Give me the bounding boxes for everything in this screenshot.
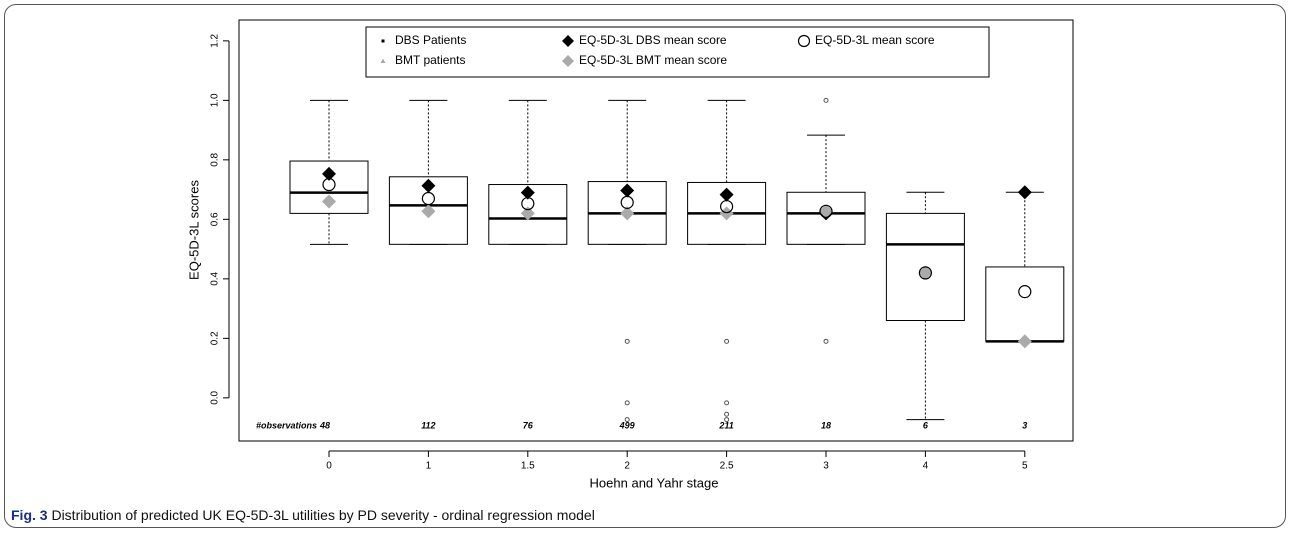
box bbox=[985, 266, 1065, 342]
observation-count: 76 bbox=[523, 420, 534, 430]
legend-label: EQ-5D-3L BMT mean score bbox=[579, 53, 727, 67]
y-tick-label: 1.2 bbox=[210, 33, 221, 47]
legend-marker bbox=[562, 55, 574, 67]
outlier bbox=[724, 400, 730, 406]
mean-marker bbox=[421, 204, 436, 219]
mean-marker bbox=[421, 178, 436, 193]
mean-marker bbox=[322, 177, 336, 192]
y-tick-label: 0.4 bbox=[210, 271, 221, 285]
y-tick-label: 1.0 bbox=[210, 93, 221, 107]
outlier bbox=[724, 411, 730, 417]
observation-count: 211 bbox=[718, 420, 733, 430]
x-tick-label: 2.5 bbox=[720, 461, 734, 472]
mean-marker bbox=[1017, 334, 1032, 349]
mean-marker bbox=[620, 206, 635, 221]
mean-marker bbox=[520, 206, 535, 221]
outlier bbox=[823, 338, 829, 344]
y-axis-label: EQ-5D-3L scores bbox=[186, 180, 201, 280]
legend-label: EQ-5D-3L DBS mean score bbox=[579, 33, 727, 47]
outlier bbox=[724, 338, 730, 344]
chart: Hoehn and Yahr stage EQ-5D-3L scores 0.0… bbox=[186, 19, 1074, 490]
legend-label: EQ-5D-3L mean score bbox=[815, 33, 935, 47]
outlier bbox=[624, 338, 630, 344]
y-tick-label: 0.0 bbox=[210, 390, 221, 404]
mean-marker bbox=[719, 206, 734, 221]
legend-label: BMT patients bbox=[395, 53, 465, 67]
mean-marker bbox=[322, 166, 336, 181]
mean-marker bbox=[1017, 185, 1032, 200]
outlier bbox=[624, 417, 630, 423]
legend-marker bbox=[797, 34, 811, 48]
x-tick-label: 0 bbox=[326, 461, 332, 472]
mean-marker bbox=[819, 204, 833, 219]
figure-frame: Hoehn and Yahr stage EQ-5D-3L scores 0.0… bbox=[4, 4, 1286, 528]
plot-frame bbox=[238, 19, 1074, 442]
x-axis-label: Hoehn and Yahr stage bbox=[590, 475, 719, 490]
mean-marker bbox=[719, 199, 734, 214]
observation-count: 112 bbox=[421, 420, 435, 430]
caption: Fig. 3 Distribution of predicted UK EQ-5… bbox=[11, 507, 595, 523]
x-tick-label: 1 bbox=[426, 461, 432, 472]
legend-marker bbox=[381, 39, 385, 43]
mean-marker bbox=[819, 204, 833, 218]
mean-marker bbox=[421, 191, 435, 206]
outlier bbox=[624, 400, 630, 406]
mean-marker bbox=[719, 187, 734, 202]
mean-marker bbox=[521, 196, 535, 211]
caption-label: Fig. 3 bbox=[11, 507, 48, 523]
observation-count: 6 bbox=[923, 420, 929, 430]
observation-count: 3 bbox=[1022, 420, 1027, 430]
x-tick-label: 1.5 bbox=[521, 461, 535, 472]
mean-marker bbox=[620, 195, 634, 209]
y-tick-label: 0.6 bbox=[210, 212, 221, 226]
legend bbox=[365, 26, 990, 78]
mean-marker bbox=[620, 183, 635, 198]
legend-label: DBS Patients bbox=[395, 33, 466, 47]
legend-marker bbox=[380, 58, 386, 63]
mean-marker bbox=[918, 265, 933, 280]
y-tick-label: 0.8 bbox=[210, 152, 221, 166]
mean-marker bbox=[1018, 285, 1032, 299]
observations-label: #observations bbox=[256, 420, 317, 430]
outlier bbox=[724, 417, 730, 423]
mean-marker bbox=[520, 185, 535, 200]
mean-marker bbox=[918, 266, 933, 280]
caption-text: Distribution of predicted UK EQ-5D-3L ut… bbox=[51, 507, 595, 523]
x-tick-label: 3 bbox=[823, 461, 829, 472]
x-tick-label: 5 bbox=[1022, 461, 1028, 472]
mean-marker bbox=[322, 194, 336, 209]
x-tick-label: 4 bbox=[923, 461, 929, 472]
observation-count: 18 bbox=[821, 420, 831, 430]
observation-count: 499 bbox=[619, 420, 635, 430]
observation-count: 48 bbox=[319, 420, 330, 430]
y-tick-label: 0.2 bbox=[210, 331, 221, 345]
legend-marker bbox=[562, 35, 574, 47]
outlier bbox=[823, 97, 829, 103]
x-tick-label: 2 bbox=[624, 461, 630, 472]
